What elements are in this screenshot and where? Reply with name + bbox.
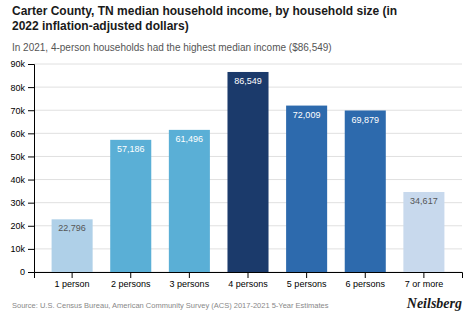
brand: Neilsberg [406, 296, 462, 311]
grid-line [34, 64, 462, 65]
x-tick-mark [423, 272, 424, 278]
y-tick: 20k [10, 221, 34, 231]
y-tick-label: 0 [20, 267, 25, 277]
y-tick: 70k [10, 106, 34, 116]
y-tick-label: 60k [10, 129, 25, 139]
x-tick-mark [72, 272, 73, 278]
x-tick: 4 persons [228, 272, 268, 289]
chart: Carter County, TN median household incom… [0, 0, 474, 316]
y-tick-label: 20k [10, 221, 25, 231]
y-tick-mark [28, 226, 34, 227]
x-tick: 6 persons [345, 272, 385, 289]
x-tick-label: 4 persons [228, 279, 268, 289]
y-tick-mark [28, 156, 34, 157]
grid [34, 64, 462, 272]
y-tick-mark [28, 133, 34, 134]
bar [52, 219, 93, 272]
bars [52, 72, 445, 272]
bar [110, 140, 151, 272]
x-tick-label: 6 persons [345, 279, 385, 289]
x-tick-label: 5 persons [287, 279, 327, 289]
x-tick: 3 persons [170, 272, 210, 289]
data-label: 34,617 [410, 196, 438, 206]
y-tick-label: 40k [10, 175, 25, 185]
data-label: 61,496 [176, 134, 204, 144]
x-tick-mark [306, 272, 307, 278]
x-tick-mark [130, 272, 131, 278]
x-axis: 1 person 2 persons 3 persons 4 persons 5 per… [35, 272, 463, 289]
data-label: 69,879 [351, 115, 379, 125]
data-label: 72,009 [293, 110, 321, 120]
subtitle: In 2021, 4-person households had the hig… [12, 42, 332, 53]
y-tick-label: 50k [10, 152, 25, 162]
y-tick-label: 70k [10, 106, 25, 116]
title: Carter County, TN median household incom… [12, 4, 397, 33]
x-tick-label: 1 person [55, 279, 90, 289]
bar [345, 111, 386, 272]
y-axis-line [28, 65, 35, 273]
y-tick-mark [28, 203, 34, 204]
data-label: 86,549 [234, 76, 262, 86]
y-tick-mark [28, 249, 34, 250]
bar [169, 130, 210, 272]
y-tick-label: 30k [10, 198, 25, 208]
data-labels: 22,796 57,186 61,496 86,549 72,009 69,879 34,6… [58, 76, 437, 233]
data-label: 57,186 [117, 144, 145, 154]
bar [286, 106, 327, 272]
y-tick-label: 10k [10, 244, 25, 254]
y-tick-label: 90k [10, 59, 25, 69]
x-tick-label: 3 persons [170, 279, 210, 289]
y-tick-label: 80k [10, 82, 25, 92]
bar [227, 72, 268, 272]
y-axis: 0 10k 20k 30k 40k 50k 60k 70k 80k 90k [10, 59, 34, 277]
y-tick-mark [28, 180, 34, 181]
x-tick: 2 persons [111, 272, 151, 289]
x-tick: 7 or more [405, 272, 444, 289]
y-tick: 50k [10, 152, 34, 162]
y-tick-mark [28, 87, 34, 88]
y-tick: 90k [10, 59, 34, 69]
y-tick-mark [28, 110, 34, 111]
x-tick-label: 2 persons [111, 279, 151, 289]
source: Source: U.S. Census Bureau, American Com… [12, 301, 329, 310]
y-tick: 30k [10, 198, 34, 208]
x-tick-mark [365, 272, 366, 278]
bar [403, 192, 444, 272]
y-tick-mark [28, 64, 34, 65]
y-tick: 80k [10, 82, 34, 92]
y-tick-mark [28, 272, 34, 273]
y-tick: 60k [10, 129, 34, 139]
y-tick: 10k [10, 244, 34, 254]
x-tick-mark [189, 272, 190, 278]
data-label: 22,796 [58, 223, 86, 233]
x-tick: 5 persons [287, 272, 327, 289]
y-tick: 0 [20, 267, 34, 277]
y-tick: 40k [10, 175, 34, 185]
x-tick: 1 person [55, 272, 90, 289]
x-tick-label: 7 or more [405, 279, 444, 289]
x-axis-line [35, 273, 463, 279]
plot: 22,796 57,186 61,496 86,549 72,009 69,879 34,6… [10, 59, 462, 289]
x-tick-mark [248, 272, 249, 278]
